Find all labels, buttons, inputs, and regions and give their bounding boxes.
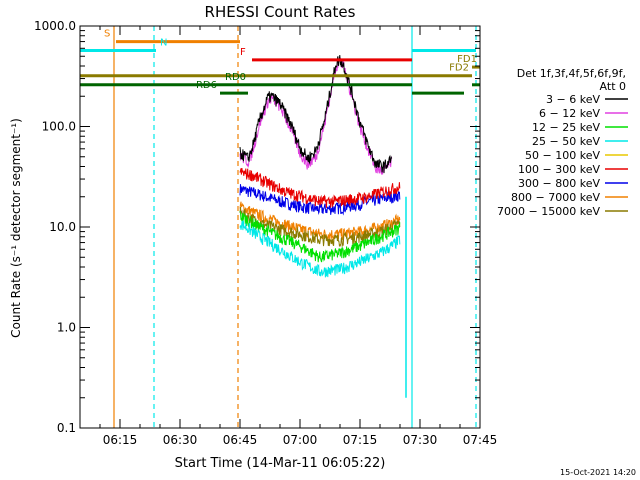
flag-label-f: F — [240, 47, 246, 58]
series-line-3 — [239, 210, 401, 263]
legend-entry-label: 6 − 12 keV — [539, 107, 600, 120]
legend-entry-label: 800 − 7000 keV — [511, 191, 600, 204]
y-tick-label: 100.0 — [42, 120, 76, 134]
y-tick-label: 0.1 — [57, 421, 76, 435]
legend-entry-label: 300 − 800 keV — [518, 177, 600, 190]
x-tick-label: 07:30 — [403, 433, 438, 447]
x-tick-label: 06:45 — [223, 433, 258, 447]
series-line-6 — [239, 57, 393, 175]
timestamp: 15-Oct-2021 14:20 — [560, 468, 636, 477]
series-line-1 — [239, 201, 401, 241]
series-line-5 — [239, 168, 401, 208]
legend-header-line: Det 1f,3f,4f,5f,6f,9f, — [517, 67, 626, 80]
series-line-0 — [239, 184, 401, 216]
x-axis-label: Start Time (14-Mar-11 06:05:22) — [175, 456, 386, 471]
y-tick-label: 10.0 — [49, 220, 76, 234]
flag-label-n: N — [160, 38, 167, 49]
flag-label-s: S — [104, 29, 110, 40]
legend-entry-label: 7000 − 15000 keV — [497, 205, 600, 218]
x-tick-label: 06:30 — [163, 433, 198, 447]
flag-label-fd2: FD2 — [449, 63, 469, 74]
chart-title: RHESSI Count Rates — [205, 3, 356, 21]
x-tick-label: 07:00 — [283, 433, 318, 447]
legend-entry-label: 12 − 25 keV — [532, 121, 600, 134]
x-tick-label: 07:45 — [463, 433, 498, 447]
legend-entry-label: 25 − 50 keV — [532, 135, 600, 148]
legend-entry-label: 50 − 100 keV — [525, 149, 600, 162]
axes-layer: 0.1 1.0 10.0 100.0 1000.0 06:15 06:30 06:45 07:0… — [34, 19, 497, 447]
y-tick-label: 1000.0 — [34, 19, 76, 33]
data-layer — [239, 55, 407, 398]
y-axis-label: Count Rate (s⁻¹ detector segment⁻¹) — [9, 118, 23, 338]
x-tick-label: 07:15 — [343, 433, 378, 447]
flag-label-fd1: FD1 — [457, 54, 477, 65]
series-line-7 — [239, 55, 393, 174]
flag-label-rd6: RD6 — [196, 80, 217, 91]
legend-header-line: Att 0 — [600, 80, 626, 93]
series-line-4 — [239, 220, 401, 278]
x-tick-label: 06:15 — [103, 433, 138, 447]
legend-entry-label: 100 − 300 keV — [518, 163, 600, 176]
y-tick-label: 1.0 — [57, 321, 76, 335]
flag-label-rd0: RD0 — [225, 72, 246, 83]
legend-entry-label: 3 − 6 keV — [546, 93, 600, 106]
